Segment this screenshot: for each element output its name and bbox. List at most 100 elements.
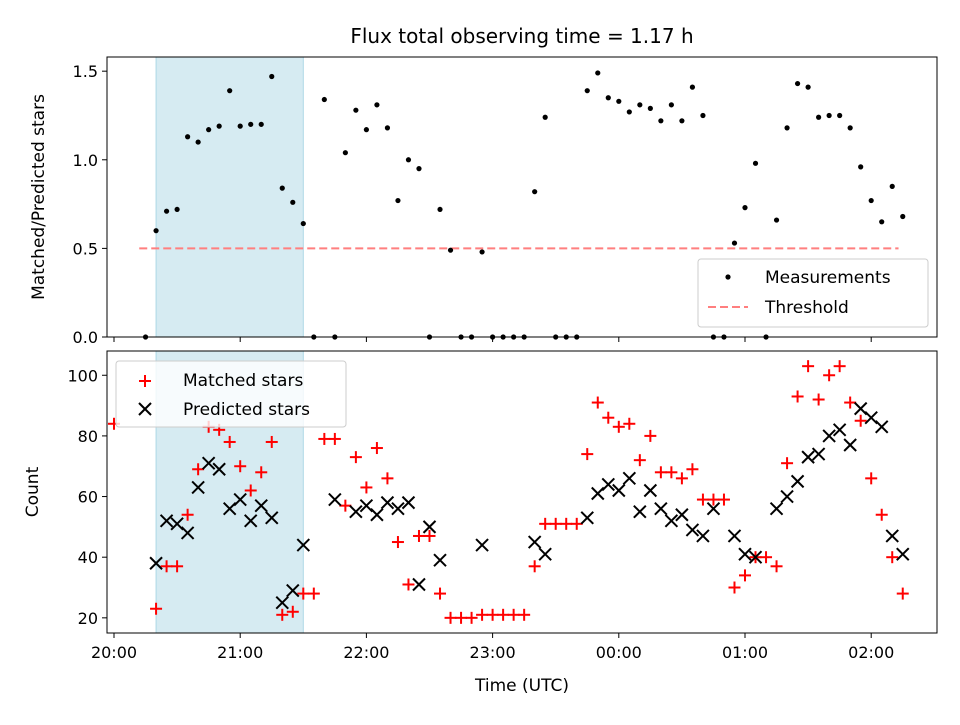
matched-star-point (412, 529, 425, 542)
predicted-star-point (633, 505, 647, 519)
matched-star-point (686, 463, 699, 476)
matched-star-point (181, 508, 194, 521)
measurement-point (679, 118, 685, 124)
matched-star-point (528, 560, 541, 573)
predicted-star-point (254, 498, 268, 513)
measurement-point (395, 197, 401, 204)
matched-star-point (865, 472, 878, 485)
top-ytick-label: 0.5 (73, 239, 98, 258)
matched-star-point (444, 611, 457, 624)
predicted-star-point (727, 529, 742, 543)
measurement-point (584, 88, 590, 94)
matched-star-point (465, 611, 478, 624)
measurement-point (279, 185, 285, 191)
measurement-point (363, 127, 369, 133)
measurement-point (637, 102, 643, 108)
legend-matched-marker (139, 375, 151, 387)
measurement-point (868, 197, 874, 204)
matched-star-point (360, 481, 373, 494)
predicted-star-point (822, 429, 836, 443)
predicted-star-point (664, 514, 679, 528)
matched-star-point (518, 608, 531, 621)
predicted-star-point (349, 505, 363, 519)
bottom-y-axis-label: Count (23, 466, 43, 517)
predicted-star-point (275, 595, 289, 610)
predicted-star-point (706, 501, 721, 516)
bottom-ytick-label: 100 (67, 366, 98, 385)
matched-star-point (349, 451, 362, 464)
measurement-point (616, 98, 622, 104)
matched-star-point (802, 360, 815, 373)
predicted-star-point (401, 495, 416, 510)
matched-star-point (255, 466, 268, 479)
bottom-panel: 20 40 60 80 100 20:00 21:00 22:00 23:00 00:00 01:… (23, 350, 938, 696)
predicted-star-point (433, 553, 447, 567)
predicted-star-point (853, 401, 868, 416)
measurement-point (185, 134, 191, 140)
matched-star-point (570, 517, 583, 530)
matched-star-point (549, 517, 562, 530)
bottom-xtick-label: 22:00 (343, 643, 389, 662)
matched-star-point (286, 605, 299, 618)
measurement-point (773, 217, 780, 223)
measurement-point (626, 109, 632, 115)
top-plot-frame (106, 56, 938, 338)
matched-star-point (896, 587, 909, 600)
measurement-point (342, 150, 348, 156)
legend-measurements-marker (725, 274, 731, 280)
matched-star-point (497, 608, 510, 621)
predicted-star-point (149, 556, 163, 570)
measurement-point (227, 88, 233, 94)
measurement-point (668, 102, 674, 108)
matched-star-point (297, 587, 310, 600)
measurement-point (889, 183, 895, 189)
measurement-point (437, 206, 443, 213)
observing-window-shade (155, 56, 304, 338)
measurement-point (532, 189, 538, 195)
predicted-star-point (212, 462, 226, 476)
predicted-star-point (580, 511, 594, 525)
matched-star-point (696, 493, 709, 506)
matched-star-point (486, 608, 499, 621)
measurement-point (405, 157, 412, 163)
bottom-xtick-label: 23:00 (470, 643, 516, 662)
matched-star-point (160, 560, 173, 573)
predicted-star-point (201, 456, 216, 470)
matched-star-point (244, 484, 257, 497)
predicted-star-point (896, 547, 910, 561)
measurement-point (826, 112, 832, 119)
matched-star-point (192, 463, 205, 476)
top-ytick-label: 1.5 (73, 62, 98, 81)
matched-star-point (823, 369, 836, 382)
predicted-star-point (801, 450, 815, 464)
top-ytick-label: 1.0 (73, 151, 98, 170)
matched-star-point (276, 608, 289, 621)
bottom-xtick-label: 01:00 (722, 643, 768, 662)
predicted-star-point (380, 495, 395, 510)
top-panel: Flux total observing time = 1.17 h 0.0 0.… (29, 24, 938, 347)
predicted-star-point (738, 547, 752, 561)
matched-star-point (707, 493, 720, 506)
matched-star-point (402, 578, 415, 591)
legend-threshold-label: Threshold (764, 298, 849, 318)
measurement-point (269, 73, 275, 80)
predicted-star-point (654, 501, 668, 516)
predicted-star-point (391, 501, 405, 516)
measurement-point (816, 114, 822, 120)
predicted-star-point (170, 517, 184, 531)
matched-star-point (717, 493, 730, 506)
measurement-point (321, 96, 327, 103)
predicted-star-point (180, 526, 195, 540)
predicted-star-point (811, 447, 826, 461)
predicted-star-point (475, 538, 489, 552)
matched-star-point (844, 396, 857, 409)
predicted-star-point (685, 523, 700, 537)
measurement-point (900, 213, 906, 220)
predicted-star-point (422, 520, 437, 534)
measurement-point (794, 80, 801, 87)
matched-star-point (854, 414, 867, 427)
bottom-ytick-label: 60 (78, 488, 98, 507)
measurement-point (216, 123, 222, 129)
matched-star-point (223, 435, 236, 448)
predicted-star-point (864, 411, 878, 425)
